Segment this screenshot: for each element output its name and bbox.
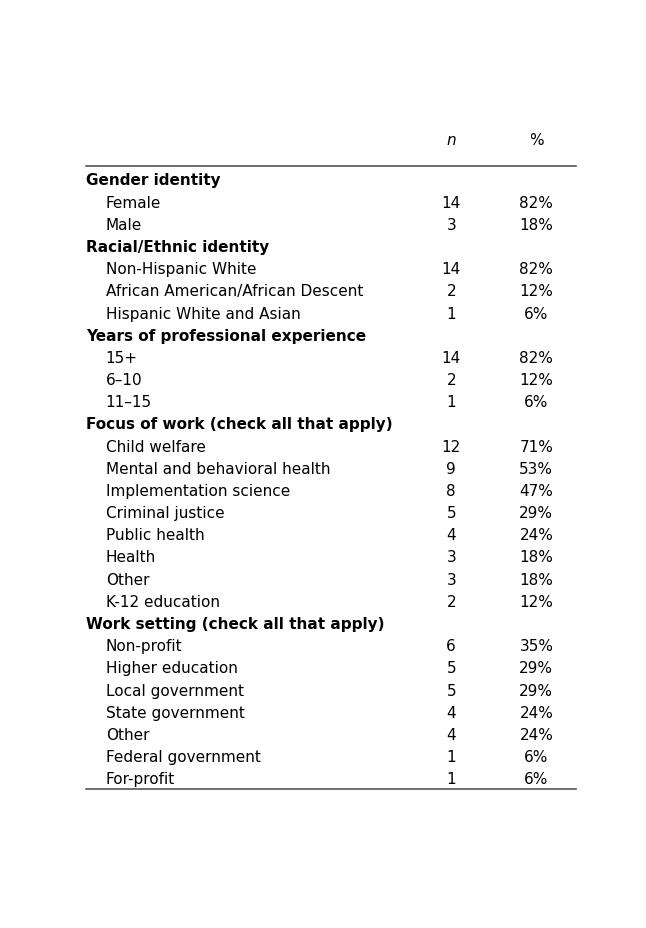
Text: 2: 2 bbox=[446, 373, 456, 388]
Text: 35%: 35% bbox=[519, 638, 554, 653]
Text: 3: 3 bbox=[446, 550, 456, 565]
Text: 1: 1 bbox=[446, 306, 456, 321]
Text: 29%: 29% bbox=[519, 661, 554, 676]
Text: Other: Other bbox=[106, 727, 149, 742]
Text: 53%: 53% bbox=[519, 461, 554, 476]
Text: 4: 4 bbox=[446, 727, 456, 742]
Text: %: % bbox=[529, 133, 544, 148]
Text: African American/African Descent: African American/African Descent bbox=[106, 284, 363, 299]
Text: n: n bbox=[446, 133, 456, 148]
Text: 1: 1 bbox=[446, 771, 456, 786]
Text: Other: Other bbox=[106, 572, 149, 587]
Text: 11–15: 11–15 bbox=[106, 394, 152, 410]
Text: Non-Hispanic White: Non-Hispanic White bbox=[106, 262, 256, 277]
Text: Implementation science: Implementation science bbox=[106, 483, 290, 498]
Text: 5: 5 bbox=[446, 661, 456, 676]
Text: 24%: 24% bbox=[519, 727, 553, 742]
Text: Local government: Local government bbox=[106, 683, 244, 698]
Text: Public health: Public health bbox=[106, 528, 204, 543]
Text: 24%: 24% bbox=[519, 705, 553, 720]
Text: 3: 3 bbox=[446, 217, 456, 233]
Text: Child welfare: Child welfare bbox=[106, 439, 205, 454]
Text: 8: 8 bbox=[446, 483, 456, 498]
Text: 14: 14 bbox=[442, 196, 461, 211]
Text: 1: 1 bbox=[446, 749, 456, 764]
Text: For-profit: For-profit bbox=[106, 771, 175, 786]
Text: Gender identity: Gender identity bbox=[86, 174, 220, 188]
Text: 18%: 18% bbox=[519, 550, 553, 565]
Text: 82%: 82% bbox=[519, 262, 553, 277]
Text: 12%: 12% bbox=[519, 373, 553, 388]
Text: Work setting (check all that apply): Work setting (check all that apply) bbox=[86, 616, 384, 631]
Text: 5: 5 bbox=[446, 683, 456, 698]
Text: 6%: 6% bbox=[524, 306, 548, 321]
Text: 5: 5 bbox=[446, 506, 456, 521]
Text: 12%: 12% bbox=[519, 284, 553, 299]
Text: Federal government: Federal government bbox=[106, 749, 260, 764]
Text: Racial/Ethnic identity: Racial/Ethnic identity bbox=[86, 239, 269, 254]
Text: K-12 education: K-12 education bbox=[106, 594, 220, 609]
Text: 18%: 18% bbox=[519, 217, 553, 233]
Text: 9: 9 bbox=[446, 461, 456, 476]
Text: 4: 4 bbox=[446, 705, 456, 720]
Text: 12%: 12% bbox=[519, 594, 553, 609]
Text: 6: 6 bbox=[446, 638, 456, 653]
Text: 4: 4 bbox=[446, 528, 456, 543]
Text: 12: 12 bbox=[442, 439, 461, 454]
Text: 47%: 47% bbox=[519, 483, 553, 498]
Text: 14: 14 bbox=[442, 262, 461, 277]
Text: 82%: 82% bbox=[519, 196, 553, 211]
Text: 2: 2 bbox=[446, 284, 456, 299]
Text: State government: State government bbox=[106, 705, 245, 720]
Text: 29%: 29% bbox=[519, 506, 554, 521]
Text: 6%: 6% bbox=[524, 394, 548, 410]
Text: 6%: 6% bbox=[524, 771, 548, 786]
Text: Non-profit: Non-profit bbox=[106, 638, 182, 653]
Text: 15+: 15+ bbox=[106, 351, 138, 366]
Text: 24%: 24% bbox=[519, 528, 553, 543]
Text: Higher education: Higher education bbox=[106, 661, 238, 676]
Text: Health: Health bbox=[106, 550, 156, 565]
Text: 18%: 18% bbox=[519, 572, 553, 587]
Text: Mental and behavioral health: Mental and behavioral health bbox=[106, 461, 330, 476]
Text: 6%: 6% bbox=[524, 749, 548, 764]
Text: Female: Female bbox=[106, 196, 161, 211]
Text: Years of professional experience: Years of professional experience bbox=[86, 329, 366, 343]
Text: 1: 1 bbox=[446, 394, 456, 410]
Text: Male: Male bbox=[106, 217, 142, 233]
Text: 29%: 29% bbox=[519, 683, 554, 698]
Text: 3: 3 bbox=[446, 572, 456, 587]
Text: 82%: 82% bbox=[519, 351, 553, 366]
Text: 2: 2 bbox=[446, 594, 456, 609]
Text: 6–10: 6–10 bbox=[106, 373, 142, 388]
Text: 71%: 71% bbox=[519, 439, 553, 454]
Text: Focus of work (check all that apply): Focus of work (check all that apply) bbox=[86, 417, 392, 432]
Text: Criminal justice: Criminal justice bbox=[106, 506, 224, 521]
Text: 14: 14 bbox=[442, 351, 461, 366]
Text: Hispanic White and Asian: Hispanic White and Asian bbox=[106, 306, 300, 321]
